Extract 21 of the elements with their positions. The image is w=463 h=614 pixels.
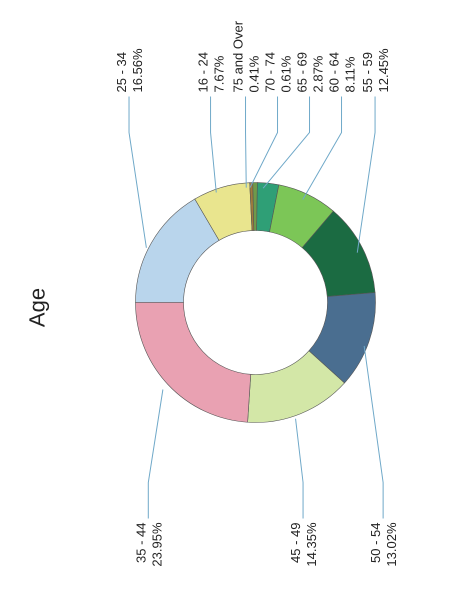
data-label: 13.02% [384,522,399,566]
slice-label: 50 - 54 [368,522,383,562]
text: Age [24,286,50,329]
data-label: 0.61% [278,54,294,92]
slice-label: 60 - 64 [326,52,342,92]
slice-label: 25 - 34 [114,52,129,92]
data-label: 23.95% [148,522,164,566]
slice-label: 55 - 59 [360,52,375,92]
slice-label: 45 - 49 [288,522,303,562]
data-label: 2.87% [310,54,326,92]
slice-label: 16 - 24 [195,52,210,92]
data-label: 14.35% [304,522,319,566]
slice-label: 65 - 69 [294,52,310,92]
slice-label: 35 - 44 [132,522,148,562]
data-label: 16.56% [130,47,145,92]
data-label: 7.67% [211,54,226,92]
data-label: 8.11% [342,56,358,92]
data-label: 12.45% [376,47,391,92]
slice-label: 70 - 74 [262,52,278,92]
slice-label: 75 and Over [230,20,246,92]
data-label: 0.41% [246,54,262,92]
